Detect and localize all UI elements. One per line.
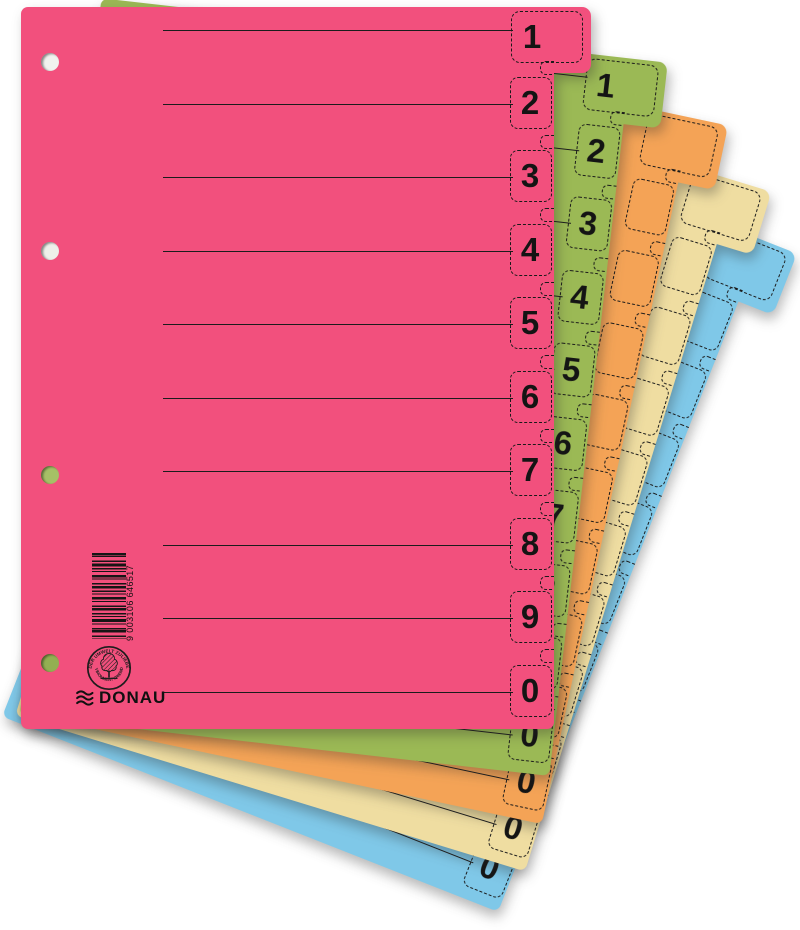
tab-outline xyxy=(623,177,676,237)
tab-number: 0 xyxy=(520,672,540,709)
tab-number: 3 xyxy=(520,157,540,194)
tab-outline xyxy=(510,371,552,423)
tab-perforation-fragment xyxy=(540,649,554,663)
writing-line xyxy=(163,104,513,105)
tab-number: 4 xyxy=(568,277,591,317)
brand-logo: DONAU xyxy=(76,688,166,708)
writing-line xyxy=(163,30,513,31)
tab-perforation-fragment xyxy=(540,135,554,149)
tab-perforation-fragment xyxy=(540,576,554,590)
tab-number: 6 xyxy=(520,378,540,415)
tab-outline xyxy=(592,320,645,381)
tab-outline xyxy=(510,150,552,202)
tab-number: 4 xyxy=(520,231,540,268)
barcode xyxy=(92,553,126,639)
writing-line xyxy=(163,545,513,546)
tab-number: 7 xyxy=(520,451,540,488)
tab-perforation-fragment xyxy=(540,208,554,222)
punch-hole xyxy=(41,53,59,71)
tab-number: 1 xyxy=(522,18,542,55)
tab-number: 5 xyxy=(520,304,540,341)
tab-outline xyxy=(510,665,552,717)
tab-outline xyxy=(608,248,661,309)
writing-line xyxy=(163,471,513,472)
tab-outline xyxy=(510,224,552,276)
tab-number: 2 xyxy=(520,84,540,121)
tab-number: 9 xyxy=(520,598,540,635)
tab-number: 3 xyxy=(576,203,600,243)
tab-perforation-fragment xyxy=(540,429,554,443)
tab-outline xyxy=(510,591,552,643)
writing-line xyxy=(163,251,513,252)
tab-number: 1 xyxy=(594,65,618,105)
triple-wave-icon xyxy=(76,690,94,706)
tab-outline xyxy=(510,77,552,129)
tab-perforation-fragment xyxy=(540,61,554,75)
tab-outline xyxy=(510,518,552,570)
tree-icon xyxy=(100,653,118,680)
writing-line xyxy=(163,324,513,325)
tab-outline xyxy=(510,297,552,349)
tab-outline xyxy=(510,444,552,496)
tab-perforation-fragment xyxy=(540,502,554,516)
punch-hole xyxy=(41,466,59,484)
punch-hole xyxy=(41,242,59,260)
barcode-number: 9 003106 646517 xyxy=(125,564,135,641)
tab-perforation-fragment xyxy=(540,282,554,296)
eco-stamp: DER UMWELT ZULIEBE ENVIRONMENT FRIENDLY xyxy=(86,645,132,691)
punch-hole xyxy=(41,654,59,672)
tab-number: 2 xyxy=(585,131,608,171)
sheet-body: 2 3 4 5 6 7 8 9 0 9 003106 646517 DER UMWELT ZUL… xyxy=(21,7,554,729)
tab-perforation-fragment xyxy=(540,355,554,369)
writing-line xyxy=(163,177,513,178)
writing-line xyxy=(163,618,513,619)
writing-line xyxy=(163,692,513,693)
tab-number: 5 xyxy=(560,349,583,389)
tab-outline xyxy=(511,11,583,63)
tab-number: 8 xyxy=(520,525,540,562)
brand-name: DONAU xyxy=(99,688,167,707)
writing-line xyxy=(163,398,513,399)
